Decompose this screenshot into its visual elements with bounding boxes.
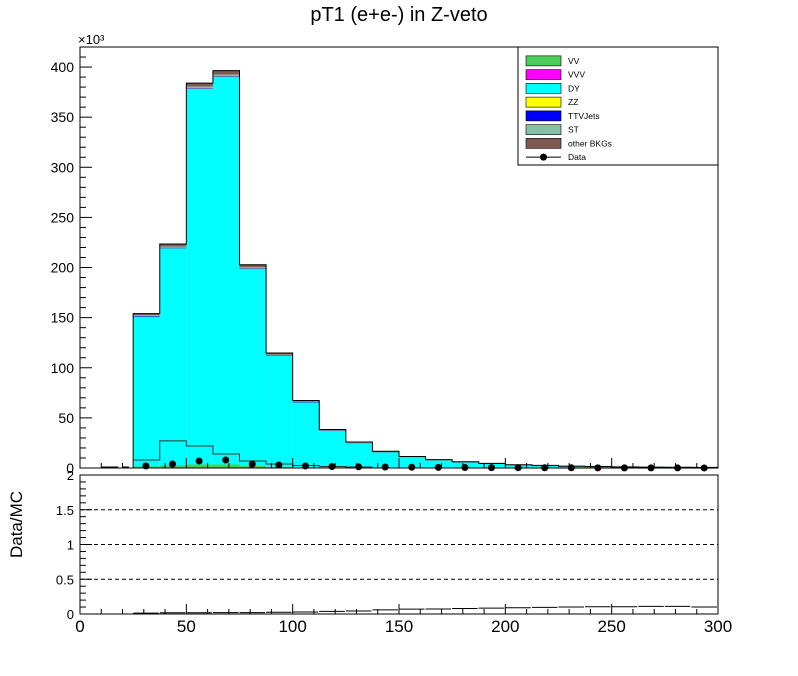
top-ytick-label-100: 100: [51, 360, 75, 376]
bar-other-bkgs-0: [133, 313, 160, 316]
data-point-11: [434, 463, 442, 471]
bar-other-bkgs-1: [159, 243, 187, 247]
data-point-5: [275, 461, 283, 469]
legend-label-3: ZZ: [568, 97, 578, 107]
ratio-xtick-label-250: 250: [597, 617, 625, 636]
bar-st-1: [159, 246, 187, 248]
bar-other-bkgs-2: [186, 83, 213, 87]
ratio-xtick-label-300: 300: [704, 617, 732, 636]
bar-ttvjets-4: [239, 268, 267, 269]
bar-other-bkgs-6: [292, 400, 320, 402]
bar-st-9: [372, 451, 399, 453]
top-ytick-label-250: 250: [51, 209, 75, 225]
legend-data-marker: [540, 153, 547, 161]
legend-swatch-4: [525, 110, 562, 122]
bar-dy-4: [239, 268, 267, 466]
data-point-2: [195, 457, 203, 465]
bar-dy-0: [133, 316, 160, 467]
top-ytick-label-300: 300: [51, 159, 75, 175]
bar-ttvjets-0: [133, 315, 160, 317]
ratio-xtick-label-150: 150: [385, 617, 413, 636]
top-ytick-label-150: 150: [51, 310, 75, 326]
legend-swatch-6: [525, 138, 562, 149]
bar-ttvjets-1: [159, 247, 187, 249]
data-point-1: [169, 460, 177, 468]
bar-dy-10: [399, 456, 426, 468]
ratio-ytick-label-0: 0: [67, 607, 74, 622]
y-multiplier-label: ×10³: [78, 32, 105, 47]
bar-other-bkgs-5: [266, 352, 293, 355]
top-ytick-label-200: 200: [51, 260, 75, 276]
bar-vv-2: [186, 464, 213, 468]
bar-ttvjets-2: [186, 88, 213, 89]
bar-dy-3: [212, 76, 240, 465]
ratio-ytick-label-2: 2: [67, 468, 74, 483]
data-point-3: [222, 456, 230, 464]
bar-st-4: [239, 267, 267, 269]
ratio-xtick-label-50: 50: [177, 617, 196, 636]
legend-label-6: other BKGs: [568, 138, 612, 148]
bar-dy-2: [186, 88, 213, 465]
data-point-10: [408, 463, 416, 471]
bar-dy-7: [319, 430, 346, 468]
top-ytick-label-50: 50: [58, 410, 74, 426]
legend-label-1: VVV: [568, 70, 585, 80]
legend-label-7: Data: [568, 152, 586, 162]
bar-dy-11: [425, 459, 453, 468]
data-point-9: [381, 463, 389, 471]
legend-swatch-0: [525, 55, 562, 67]
bar-st-3: [212, 74, 240, 77]
top-ytick-label-350: 350: [51, 109, 75, 125]
bar-dy-6: [292, 402, 320, 468]
bar-st-8: [345, 442, 373, 444]
legend-swatch-1: [525, 69, 562, 80]
ratio-ytick-label-0.5: 0.5: [56, 572, 74, 587]
data-point-7: [328, 462, 336, 470]
bar-dy-5: [266, 355, 293, 467]
ratio-xtick-label-0: 0: [75, 617, 84, 636]
top-ytick-label-0: 0: [66, 460, 74, 476]
bar-ttvjets-5: [266, 355, 293, 356]
legend-swatch-5: [525, 124, 562, 135]
bar-st-2: [186, 86, 213, 89]
top-ytick-label-400: 400: [51, 59, 75, 75]
bar-dy-1: [159, 247, 187, 466]
bar-ttvjets-6: [292, 401, 320, 403]
bar-dy-9: [372, 451, 399, 468]
legend-label-0: VV: [568, 56, 580, 66]
bar-st-6: [292, 401, 320, 403]
bar-other-bkgs-3: [212, 70, 240, 75]
legend-label-2: DY: [568, 83, 580, 93]
chart-title: pT1 (e+e-) in Z-veto: [310, 4, 488, 26]
bar-vv-3: [212, 464, 240, 468]
ratio-ytick-label-1.5: 1.5: [56, 503, 74, 518]
bar-st-5: [266, 354, 293, 356]
ratio-ylabel: Data/MC: [7, 491, 26, 558]
bar-ttvjets-3: [212, 76, 240, 77]
ratio-xtick-label-200: 200: [491, 617, 519, 636]
bar-st-7: [319, 430, 346, 431]
bar-other-bkgs-4: [239, 264, 267, 268]
ratio-ytick-label-1: 1: [67, 538, 74, 553]
ratio-xtick-label-100: 100: [278, 617, 306, 636]
bar-st-0: [133, 315, 160, 316]
legend-label-5: ST: [568, 125, 579, 135]
legend-label-4: TTVJets: [568, 111, 600, 121]
overlay-histogram-line: [132, 440, 373, 468]
legend-swatch-3: [525, 96, 562, 108]
legend-swatch-2: [525, 83, 562, 94]
